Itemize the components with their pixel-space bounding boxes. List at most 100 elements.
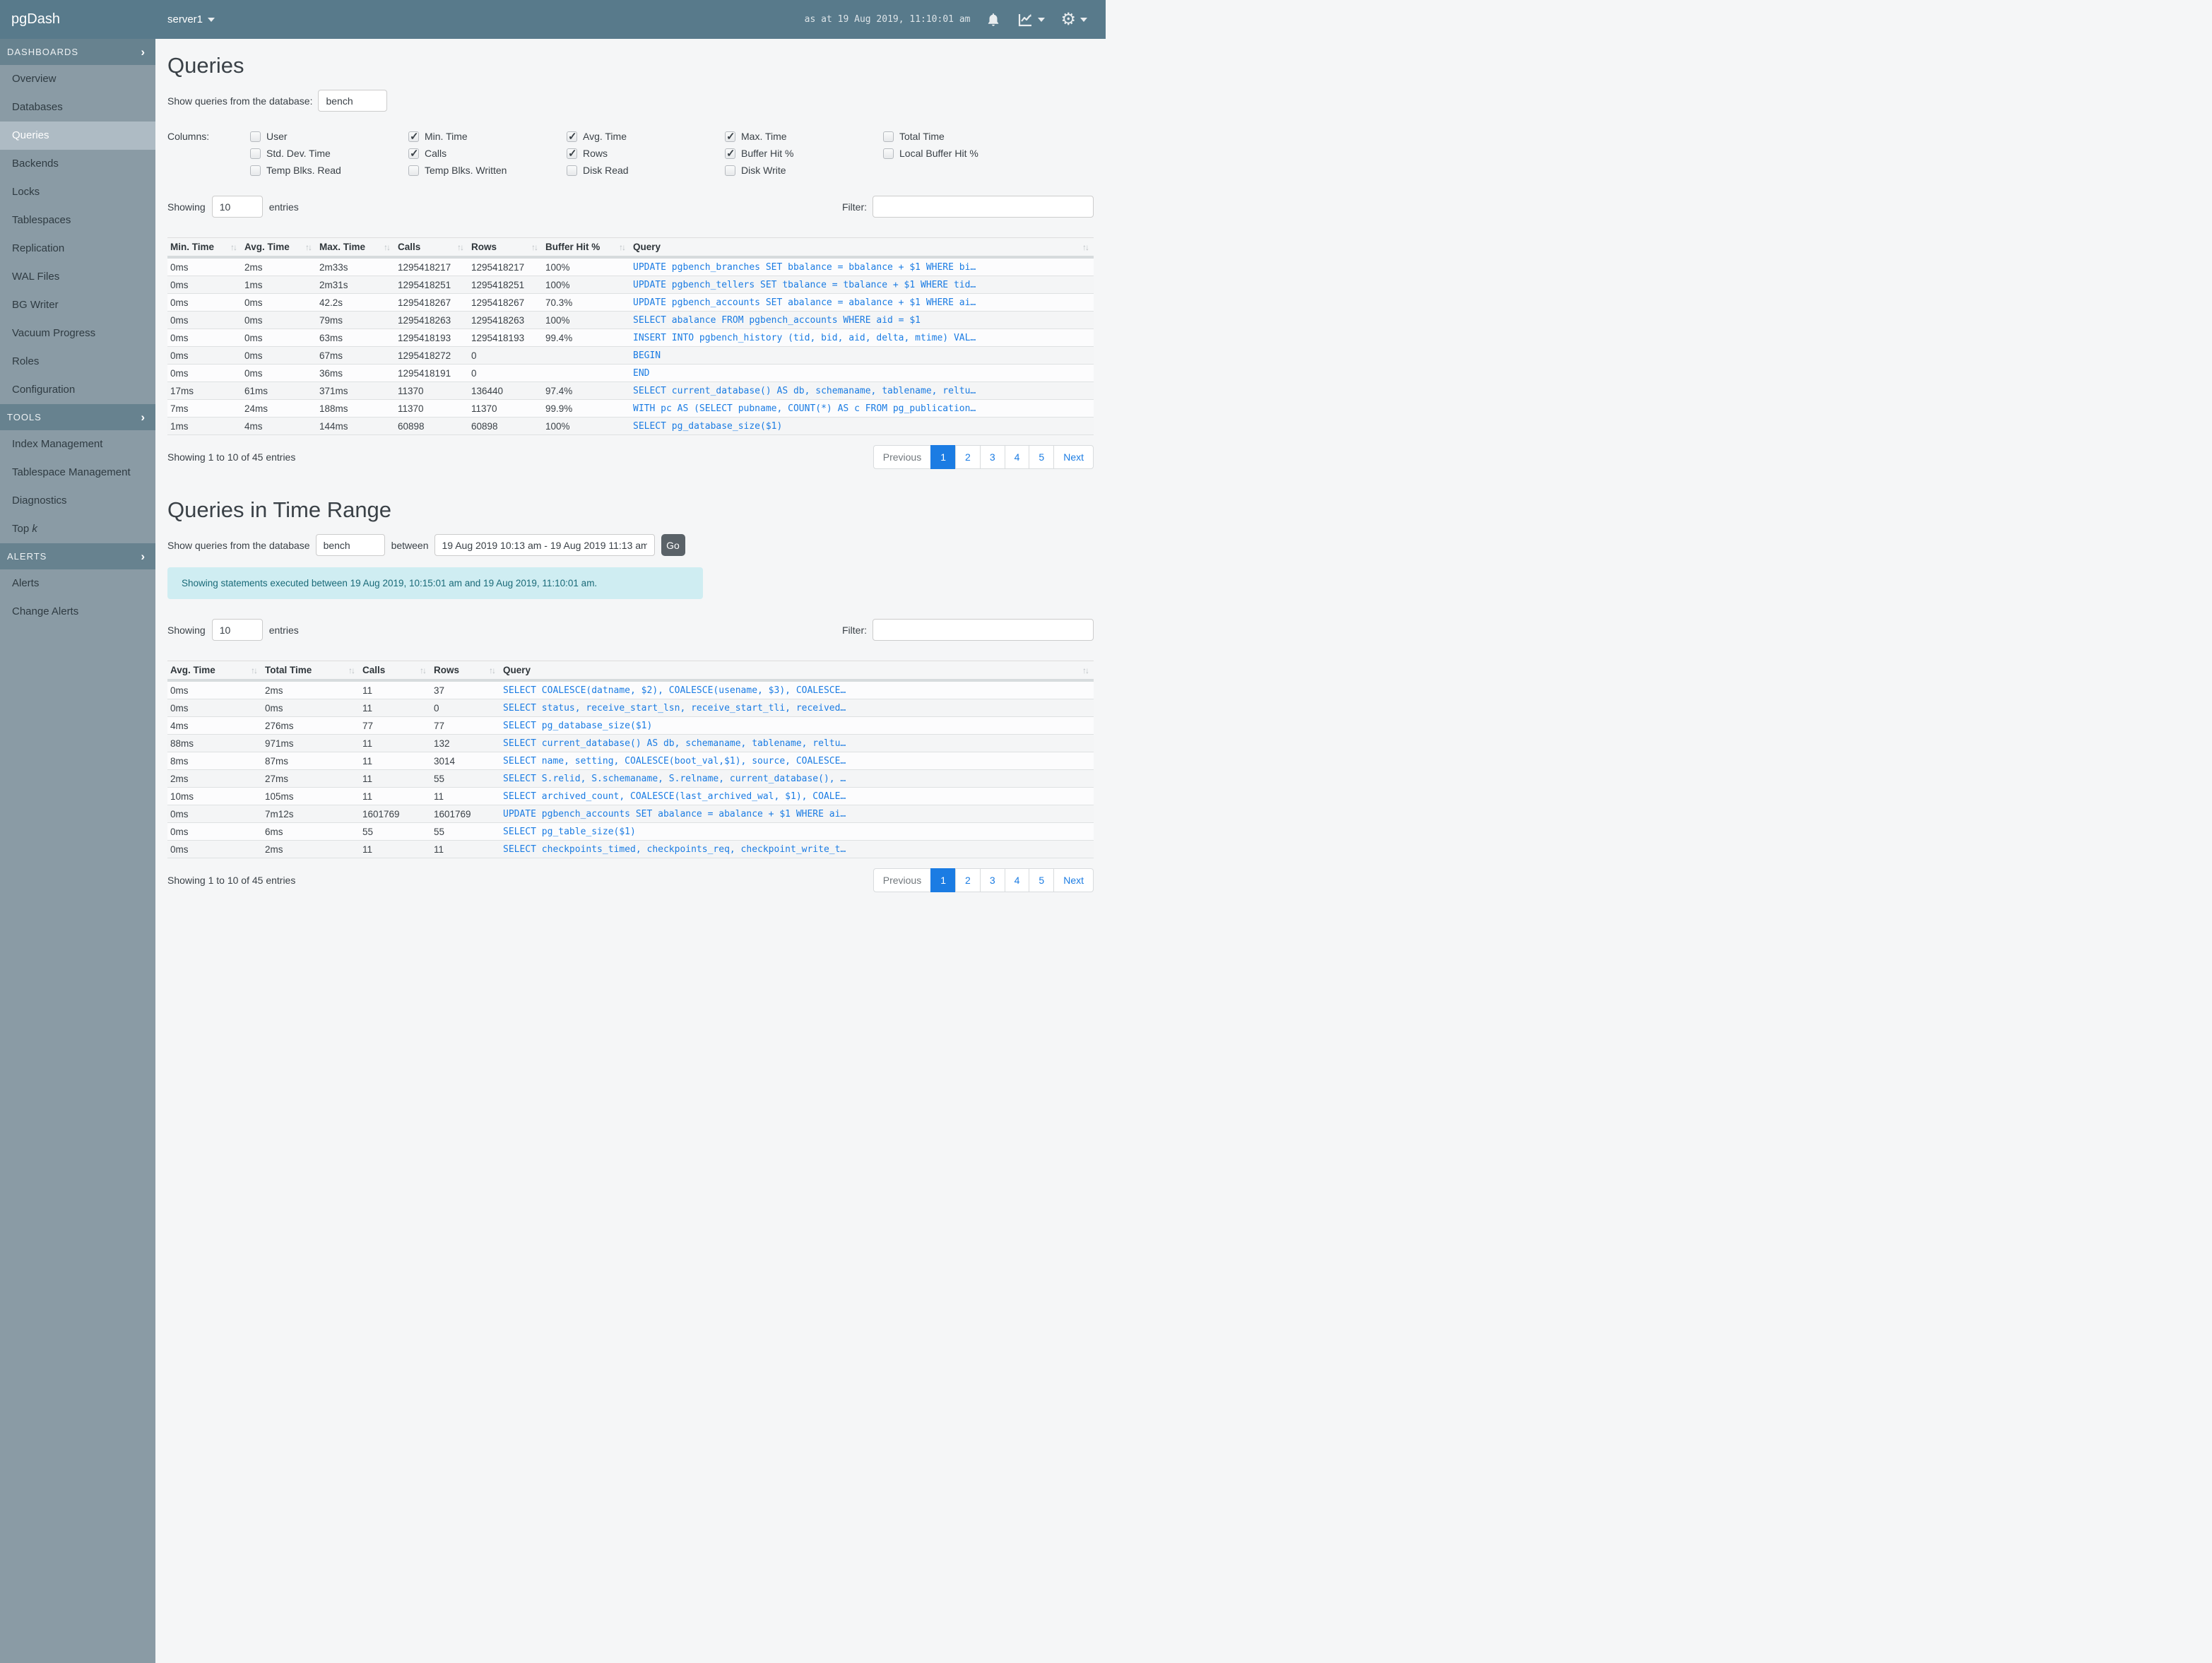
query-link[interactable]: WITH pc AS (SELECT pubname, COUNT(*) AS …: [633, 403, 976, 414]
query-link[interactable]: SELECT status, receive_start_lsn, receiv…: [503, 703, 846, 714]
checkbox[interactable]: [408, 165, 419, 176]
sidebar-item-tablespaces[interactable]: Tablespaces: [12, 214, 71, 226]
checkbox[interactable]: [567, 165, 577, 176]
query-link[interactable]: SELECT COALESCE(datname, $2), COALESCE(u…: [503, 685, 846, 696]
sidebar-item-diagnostics[interactable]: Diagnostics: [12, 495, 67, 507]
query-link[interactable]: SELECT S.relid, S.schemaname, S.relname,…: [503, 774, 846, 784]
column-checkbox-rows[interactable]: Rows: [567, 147, 725, 160]
sort-icon[interactable]: ↑↓: [619, 242, 626, 252]
checkbox[interactable]: [725, 130, 735, 143]
sidebar-section-header[interactable]: DASHBOARDS ›: [0, 39, 155, 65]
server-dropdown[interactable]: server1: [167, 13, 215, 25]
sidebar-section-header[interactable]: TOOLS ›: [0, 404, 155, 430]
column-header-calls[interactable]: Calls ↑↓: [395, 237, 468, 259]
column-checkbox-calls[interactable]: Calls: [408, 147, 567, 160]
database-input[interactable]: [318, 90, 388, 112]
checkbox[interactable]: [567, 147, 577, 160]
column-header-buffer-hit-[interactable]: Buffer Hit % ↑↓: [543, 237, 630, 259]
charts-menu-button[interactable]: [1017, 11, 1046, 28]
sort-icon[interactable]: ↑↓: [251, 665, 258, 675]
column-checkbox-avg-time[interactable]: Avg. Time: [567, 130, 725, 143]
pagination-next[interactable]: Next: [1053, 445, 1094, 469]
query-link[interactable]: UPDATE pgbench_accounts SET abalance = a…: [633, 297, 976, 308]
pagination-page-4[interactable]: 4: [1004, 445, 1030, 469]
column-header-query[interactable]: Query ↑↓: [500, 661, 1094, 682]
sort-icon[interactable]: ↑↓: [457, 242, 464, 252]
sidebar-item-backends[interactable]: Backends: [12, 158, 59, 170]
sidebar-section-header[interactable]: ALERTS ›: [0, 543, 155, 569]
query-link[interactable]: END: [633, 368, 650, 379]
sort-icon[interactable]: ↑↓: [1082, 665, 1089, 675]
pagination-page-5[interactable]: 5: [1029, 868, 1055, 892]
sidebar-item-wal-files[interactable]: WAL Files: [12, 271, 60, 283]
sidebar-item-bg-writer[interactable]: BG Writer: [12, 299, 59, 311]
filter-input[interactable]: [873, 196, 1094, 218]
column-header-max-time[interactable]: Max. Time ↑↓: [317, 237, 395, 259]
query-link[interactable]: INSERT INTO pgbench_history (tid, bid, a…: [633, 333, 976, 343]
pagination-next[interactable]: Next: [1053, 868, 1094, 892]
column-header-avg-time[interactable]: Avg. Time ↑↓: [167, 661, 262, 682]
query-link[interactable]: SELECT current_database() AS db, scheman…: [503, 738, 846, 749]
column-checkbox-min-time[interactable]: Min. Time: [408, 130, 567, 143]
sidebar-item-configuration[interactable]: Configuration: [12, 384, 76, 396]
sort-icon[interactable]: ↑↓: [305, 242, 312, 252]
sidebar-item-top[interactable]: Top k: [12, 523, 37, 535]
checkbox[interactable]: [408, 147, 419, 160]
sidebar-item-locks[interactable]: Locks: [12, 186, 40, 198]
sidebar-item-alerts[interactable]: Alerts: [12, 577, 40, 589]
column-header-total-time[interactable]: Total Time ↑↓: [262, 661, 360, 682]
column-checkbox-user[interactable]: User: [250, 131, 408, 142]
column-checkbox-total-time[interactable]: Total Time: [883, 131, 1041, 142]
query-link[interactable]: SELECT name, setting, COALESCE(boot_val,…: [503, 756, 846, 767]
query-link[interactable]: UPDATE pgbench_tellers SET tbalance = tb…: [633, 280, 976, 290]
query-link[interactable]: SELECT pg_database_size($1): [503, 721, 653, 731]
column-checkbox-local-buffer-hit-[interactable]: Local Buffer Hit %: [883, 148, 1041, 159]
pagination-page-4[interactable]: 4: [1004, 868, 1030, 892]
pagination-page-5[interactable]: 5: [1029, 445, 1055, 469]
query-link[interactable]: UPDATE pgbench_accounts SET abalance = a…: [503, 809, 846, 819]
column-header-rows[interactable]: Rows ↑↓: [468, 237, 543, 259]
sort-icon[interactable]: ↑↓: [230, 242, 237, 252]
column-checkbox-std-dev-time[interactable]: Std. Dev. Time: [250, 148, 408, 159]
settings-menu-button[interactable]: ⚙: [1060, 11, 1087, 28]
sort-icon[interactable]: ↑↓: [489, 665, 496, 675]
checkbox[interactable]: [250, 165, 261, 176]
sidebar-item-change-alerts[interactable]: Change Alerts: [12, 605, 79, 617]
query-link[interactable]: BEGIN: [633, 350, 661, 361]
checkbox[interactable]: [883, 148, 894, 159]
query-link[interactable]: SELECT current_database() AS db, scheman…: [633, 386, 976, 396]
sidebar-item-overview[interactable]: Overview: [12, 73, 57, 85]
filter-input-2[interactable]: [873, 619, 1094, 641]
checkbox[interactable]: [250, 131, 261, 142]
column-checkbox-disk-read[interactable]: Disk Read: [567, 165, 725, 176]
checkbox[interactable]: [567, 130, 577, 143]
column-header-min-time[interactable]: Min. Time ↑↓: [167, 237, 242, 259]
column-checkbox-temp-blks-written[interactable]: Temp Blks. Written: [408, 165, 567, 176]
checkbox[interactable]: [725, 165, 735, 176]
pagination-page-3[interactable]: 3: [979, 445, 1005, 469]
pagination-page-1[interactable]: 1: [930, 445, 957, 469]
query-link[interactable]: SELECT pg_database_size($1): [633, 421, 783, 432]
sidebar-item-index-management[interactable]: Index Management: [12, 438, 103, 450]
go-button[interactable]: Go: [661, 534, 685, 556]
sidebar-item-vacuum-progress[interactable]: Vacuum Progress: [12, 327, 96, 339]
column-header-rows[interactable]: Rows ↑↓: [431, 661, 500, 682]
sort-icon[interactable]: ↑↓: [1082, 242, 1089, 252]
page-size-input[interactable]: [211, 196, 263, 218]
checkbox[interactable]: [408, 130, 419, 143]
pagination-previous[interactable]: Previous: [873, 445, 932, 469]
query-link[interactable]: UPDATE pgbench_branches SET bbalance = b…: [633, 262, 976, 273]
pagination-page-2[interactable]: 2: [955, 445, 981, 469]
pagination-page-1[interactable]: 1: [930, 868, 957, 892]
checkbox[interactable]: [725, 147, 735, 160]
checkbox[interactable]: [883, 131, 894, 142]
column-header-query[interactable]: Query ↑↓: [630, 237, 1094, 259]
column-header-avg-time[interactable]: Avg. Time ↑↓: [242, 237, 317, 259]
sidebar-item-replication[interactable]: Replication: [12, 242, 65, 254]
column-checkbox-max-time[interactable]: Max. Time: [725, 130, 883, 143]
notifications-button[interactable]: [986, 12, 1001, 28]
column-checkbox-buffer-hit-[interactable]: Buffer Hit %: [725, 147, 883, 160]
sort-icon[interactable]: ↑↓: [420, 665, 427, 675]
sidebar-item-tablespace-management[interactable]: Tablespace Management: [12, 466, 131, 478]
sort-icon[interactable]: ↑↓: [384, 242, 391, 252]
